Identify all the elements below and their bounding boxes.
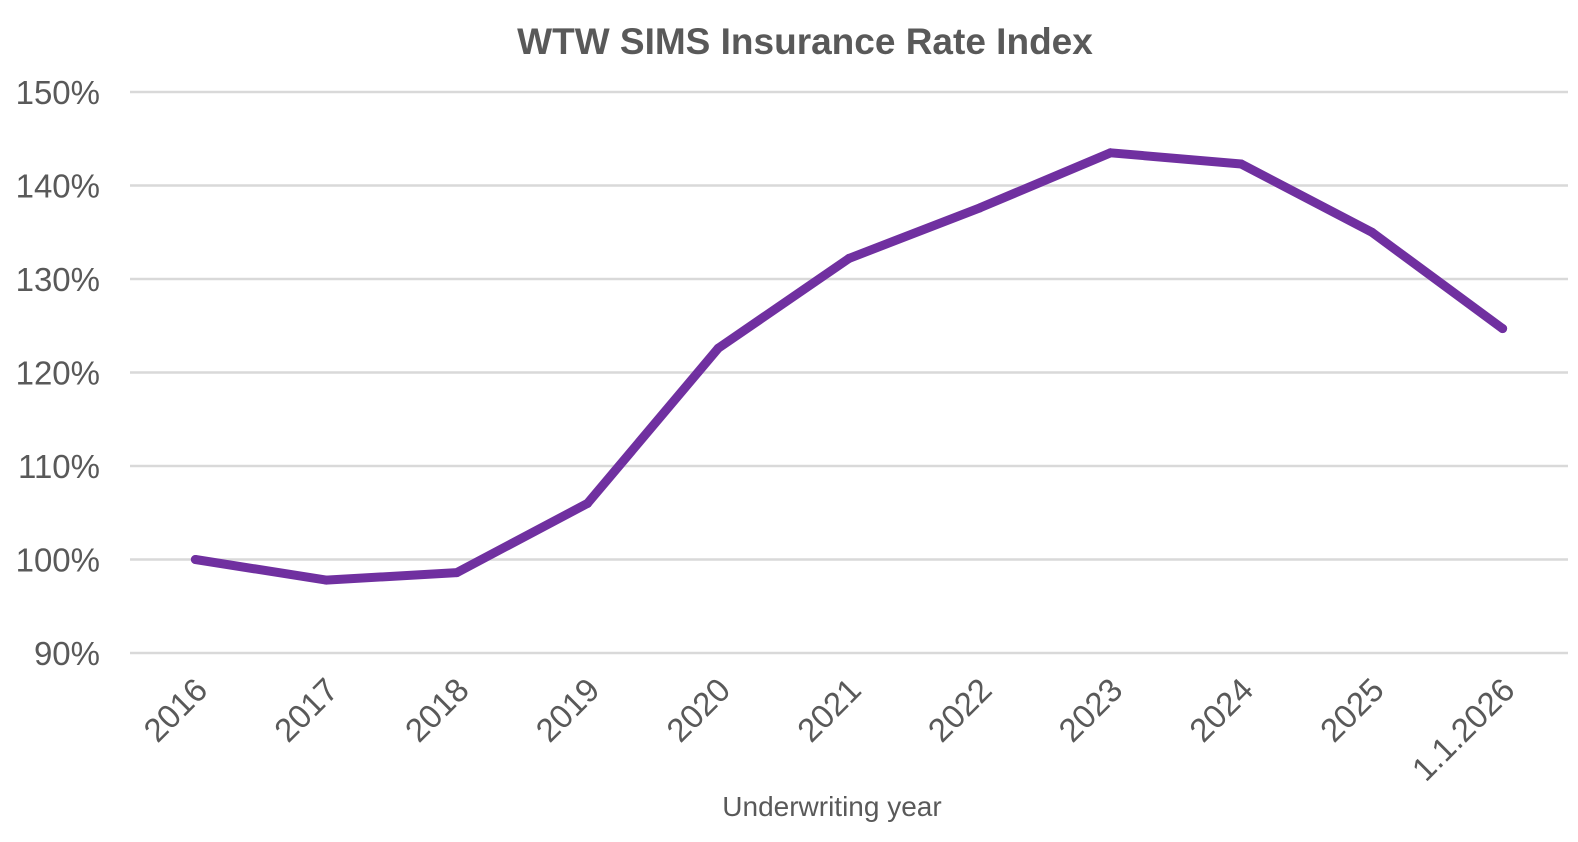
data-point (321, 575, 331, 585)
x-tick-label: 2016 (136, 671, 214, 749)
data-point (452, 568, 462, 578)
y-axis-tick-labels: 90% 100% 110% 120% 130% 140% 150% (16, 74, 100, 672)
data-point (190, 555, 200, 564)
series-layer (190, 148, 1508, 585)
x-tick-label: 2019 (528, 671, 606, 749)
y-tick-label: 150% (16, 74, 100, 111)
x-tick-label: 1.1.2026 (1405, 671, 1522, 788)
data-point (713, 343, 723, 353)
data-point (1367, 227, 1377, 237)
y-tick-label: 90% (34, 635, 100, 672)
x-tick-label: 2025 (1313, 671, 1391, 749)
x-tick-label: 2021 (790, 671, 868, 749)
x-tick-label: 2018 (398, 671, 476, 749)
data-point (844, 253, 854, 263)
data-point (1498, 324, 1508, 334)
data-point (1105, 148, 1115, 158)
x-tick-label: 2020 (659, 671, 737, 749)
y-tick-label: 140% (16, 168, 100, 205)
series-line (190, 148, 1508, 585)
data-point (583, 498, 593, 508)
chart-title: WTW SIMS Insurance Rate Index (517, 21, 1093, 62)
y-tick-label: 110% (18, 448, 100, 485)
y-tick-label: 100% (16, 542, 100, 579)
x-tick-label: 2024 (1182, 671, 1260, 749)
gridlines (130, 90, 1568, 655)
x-tick-label: 2017 (267, 671, 345, 749)
data-point (1236, 159, 1246, 169)
y-tick-label: 120% (16, 355, 100, 392)
x-tick-label: 2023 (1051, 671, 1129, 749)
x-axis-label: Underwriting year (722, 791, 941, 822)
x-axis-tick-labels: 2016 2017 2018 2019 2020 2021 2022 2023 2024 2025… (136, 671, 1521, 788)
data-point (975, 203, 985, 213)
y-tick-label: 130% (16, 261, 100, 298)
x-tick-label: 2022 (921, 671, 999, 749)
